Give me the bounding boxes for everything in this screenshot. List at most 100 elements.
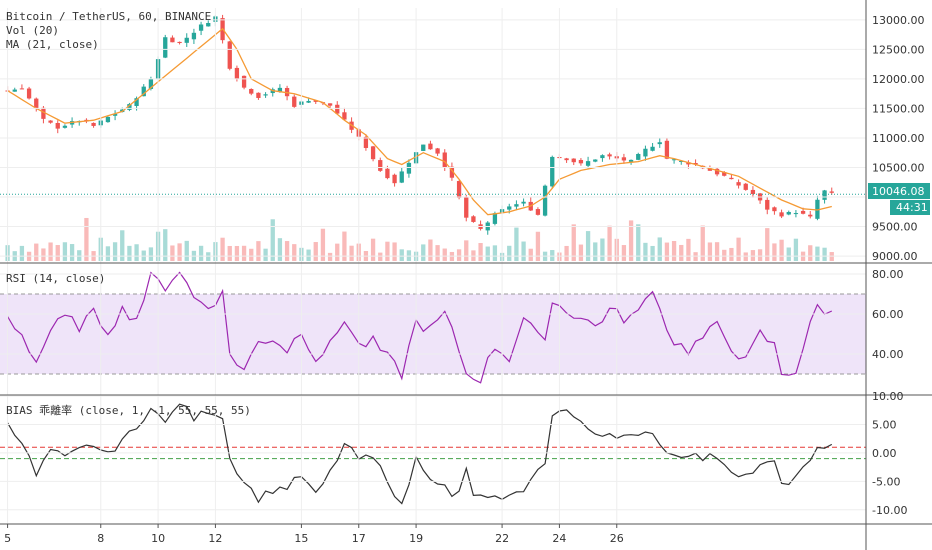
candle-body[interactable]	[564, 158, 569, 161]
candle-body[interactable]	[722, 172, 727, 176]
candle-body[interactable]	[492, 213, 498, 224]
candle-body[interactable]	[679, 160, 684, 162]
candle-body[interactable]	[507, 206, 512, 210]
candle-body[interactable]	[664, 140, 670, 159]
candle-body[interactable]	[191, 32, 197, 40]
candle-body[interactable]	[442, 152, 447, 168]
ma-legend[interactable]: MA (21, close)	[6, 38, 99, 51]
bias-pane[interactable]	[0, 403, 866, 505]
candle-body[interactable]	[141, 86, 146, 97]
candle-body[interactable]	[48, 120, 53, 123]
candle-body[interactable]	[292, 96, 297, 107]
candle-body[interactable]	[829, 191, 834, 193]
candle-body[interactable]	[62, 125, 68, 128]
candle-body[interactable]	[535, 209, 541, 215]
candle-body[interactable]	[765, 199, 770, 210]
candle-body[interactable]	[650, 146, 655, 151]
candle-body[interactable]	[800, 210, 806, 214]
candle-body[interactable]	[148, 79, 154, 89]
candle-body[interactable]	[593, 159, 598, 162]
candle-body[interactable]	[736, 182, 741, 186]
candle-body[interactable]	[163, 37, 168, 58]
candle-body[interactable]	[241, 75, 247, 88]
candle-body[interactable]	[313, 100, 318, 102]
candle-body[interactable]	[822, 190, 827, 200]
symbol-title[interactable]: Bitcoin / TetherUS, 60, BINANCE	[6, 10, 211, 23]
candle-body[interactable]	[399, 171, 404, 183]
candle-body[interactable]	[19, 88, 25, 90]
candle-body[interactable]	[686, 162, 691, 165]
candle-body[interactable]	[206, 22, 211, 27]
candle-body[interactable]	[378, 160, 383, 171]
candle-body[interactable]	[693, 163, 698, 165]
candle-body[interactable]	[198, 24, 204, 31]
candle-body[interactable]	[170, 37, 175, 43]
candle-body[interactable]	[750, 189, 756, 195]
candle-body[interactable]	[370, 146, 376, 160]
candle-body[interactable]	[306, 100, 311, 103]
candle-body[interactable]	[177, 41, 182, 44]
rsi-pane[interactable]	[0, 271, 866, 384]
candle-body[interactable]	[363, 136, 369, 148]
candle-body[interactable]	[91, 122, 96, 126]
candle-body[interactable]	[550, 156, 555, 187]
candle-body[interactable]	[743, 183, 748, 190]
candle-body[interactable]	[772, 207, 777, 212]
candle-body[interactable]	[514, 204, 519, 207]
candle-body[interactable]	[621, 157, 627, 161]
candle-body[interactable]	[521, 201, 526, 204]
candle-body[interactable]	[234, 67, 240, 79]
rsi-legend[interactable]: RSI (14, close)	[6, 272, 105, 285]
candle-body[interactable]	[277, 87, 283, 92]
candle-body[interactable]	[471, 216, 476, 222]
candle-body[interactable]	[105, 116, 111, 123]
candle-body[interactable]	[435, 148, 440, 154]
candle-body[interactable]	[628, 159, 634, 162]
candle-body[interactable]	[392, 174, 397, 184]
candle-body[interactable]	[657, 142, 662, 145]
bias-legend[interactable]: BIAS 乖離率 (close, 1, -1, 55, 55, 55)	[6, 403, 251, 417]
candle-body[interactable]	[585, 161, 591, 166]
candle-body[interactable]	[385, 168, 390, 179]
candle-body[interactable]	[449, 166, 455, 178]
candle-body[interactable]	[607, 154, 612, 157]
candle-body[interactable]	[643, 148, 648, 157]
candle-body[interactable]	[636, 153, 641, 160]
candle-body[interactable]	[256, 92, 261, 98]
candle-body[interactable]	[428, 143, 433, 150]
candle-body[interactable]	[55, 122, 60, 129]
candle-body[interactable]	[34, 98, 39, 109]
candle-body[interactable]	[342, 112, 347, 120]
candle-body[interactable]	[134, 98, 139, 106]
candle-body[interactable]	[26, 88, 32, 99]
candle-body[interactable]	[808, 214, 813, 217]
candle-body[interactable]	[327, 103, 333, 106]
candle-body[interactable]	[456, 181, 462, 198]
candle-body[interactable]	[41, 107, 46, 119]
candle-body[interactable]	[406, 162, 412, 174]
candle-body[interactable]	[786, 211, 791, 215]
volume-legend[interactable]: Vol (20)	[6, 24, 59, 37]
candle-body[interactable]	[227, 41, 232, 69]
candle-body[interactable]	[793, 213, 799, 215]
candle-body[interactable]	[263, 94, 268, 96]
candle-body[interactable]	[600, 155, 605, 159]
candle-body[interactable]	[707, 168, 713, 171]
candle-body[interactable]	[421, 144, 426, 151]
candle-body[interactable]	[184, 37, 189, 43]
candle-body[interactable]	[112, 113, 118, 116]
candle-body[interactable]	[671, 159, 677, 161]
candle-body[interactable]	[249, 89, 254, 94]
candle-body[interactable]	[815, 199, 820, 219]
candle-body[interactable]	[542, 185, 548, 216]
candle-body[interactable]	[714, 168, 720, 175]
candle-body[interactable]	[12, 89, 17, 92]
candle-body[interactable]	[578, 159, 584, 164]
candle-body[interactable]	[127, 104, 132, 110]
candle-body[interactable]	[779, 212, 784, 217]
candle-body[interactable]	[729, 177, 734, 180]
candle-body[interactable]	[335, 104, 340, 114]
candle-body[interactable]	[464, 197, 469, 218]
candle-body[interactable]	[571, 158, 576, 163]
